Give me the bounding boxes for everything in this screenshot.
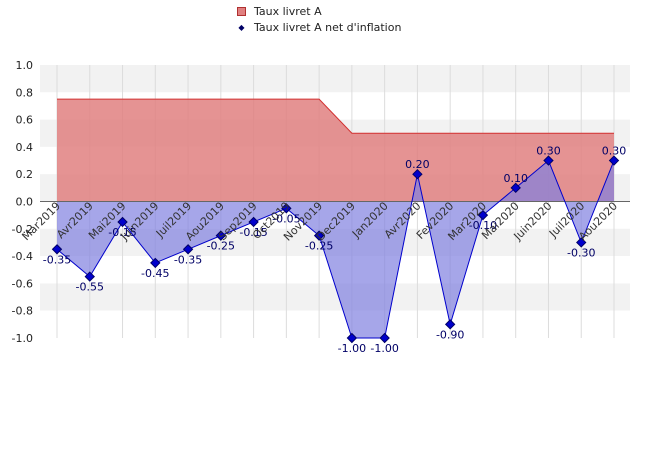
data-label: -0.35 (43, 253, 71, 266)
grid-band (40, 65, 630, 93)
grid-band (40, 283, 630, 311)
data-label: -0.25 (305, 240, 333, 253)
area-taux-net (57, 160, 614, 338)
data-label: 0.30 (602, 145, 627, 158)
data-label: -0.45 (141, 267, 169, 280)
y-tick-label: 0.4 (16, 141, 34, 154)
y-tick-label: -0.2 (12, 223, 33, 236)
data-label: -1.00 (338, 342, 366, 355)
point-taux-net (281, 203, 292, 214)
point-taux-net (51, 244, 63, 255)
legend: Taux livret A ◆ Taux livret A net d'infl… (237, 3, 401, 35)
point-taux-net (444, 319, 456, 330)
line-taux-livret-a (57, 98, 614, 134)
data-label: -0.35 (174, 253, 202, 266)
line-taux-net (56, 159, 615, 339)
data-label: -0.90 (436, 328, 464, 341)
data-label: -0.15 (108, 226, 136, 239)
point-taux-net (576, 237, 587, 248)
point-taux-net (379, 332, 390, 344)
grid-band (40, 310, 630, 338)
point-taux-net (412, 168, 423, 180)
data-label: -0.55 (76, 281, 104, 294)
y-tick-label: 0.2 (16, 168, 34, 181)
y-tick-label: 0.0 (16, 196, 34, 209)
point-taux-net (215, 230, 227, 241)
data-label: -0.25 (207, 240, 235, 253)
y-tick-label: -0.8 (12, 305, 33, 318)
y-tick-label: 0.6 (16, 114, 34, 127)
data-label: -0.10 (469, 219, 497, 232)
legend-swatch-icon (237, 6, 246, 16)
data-label: 0.20 (405, 158, 430, 171)
y-tick-label: 0.8 (16, 86, 34, 99)
y-tick-label: -0.6 (12, 277, 33, 290)
point-taux-net (608, 155, 620, 166)
y-tick-label: 1.0 (16, 59, 34, 72)
data-label: 0.10 (503, 172, 528, 185)
data-label: -0.15 (239, 226, 267, 239)
point-taux-net (117, 216, 128, 228)
point-taux-net (84, 271, 95, 282)
data-label: -0.30 (567, 246, 595, 259)
data-label: -0.05 (272, 212, 300, 225)
point-taux-net (248, 216, 259, 228)
point-taux-net (477, 209, 489, 221)
y-tick-label: -0.4 (12, 250, 33, 263)
legend-item-taux-net[interactable]: ◆ Taux livret A net d'inflation (237, 19, 401, 35)
diamond-marker-icon: ◆ (238, 22, 245, 32)
legend-label: Taux livret A (254, 4, 322, 18)
data-label: 0.30 (536, 145, 561, 158)
legend-item-taux-livret-a[interactable]: Taux livret A (237, 3, 401, 19)
data-label: -1.00 (370, 342, 398, 355)
point-taux-net (543, 155, 554, 166)
area-taux-livret-a (57, 99, 614, 202)
point-taux-net (510, 182, 521, 194)
point-taux-net (346, 332, 358, 344)
point-taux-net (182, 244, 194, 255)
point-taux-net (150, 257, 161, 269)
legend-label: Taux livret A net d'inflation (254, 20, 402, 34)
point-taux-net (313, 230, 325, 241)
y-tick-label: -1.0 (12, 332, 33, 345)
